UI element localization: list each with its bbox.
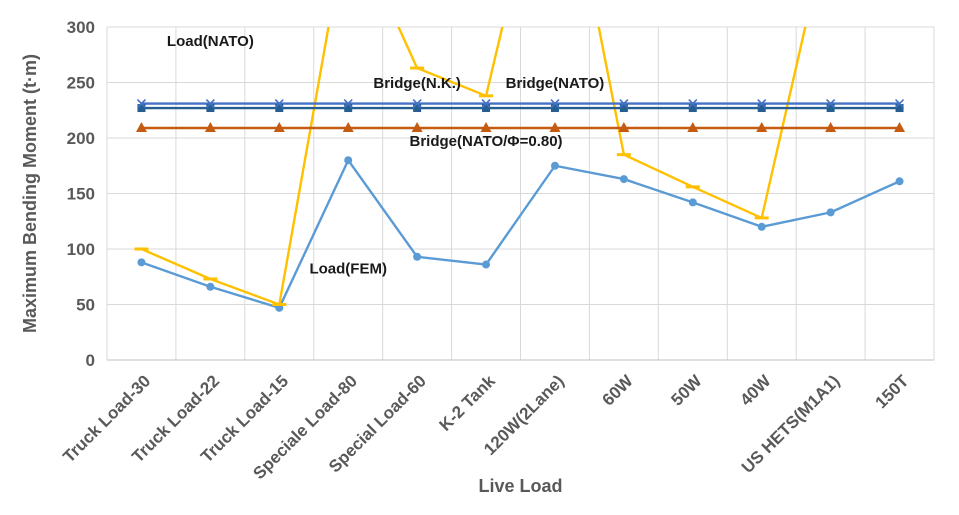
data-point xyxy=(618,122,630,133)
x-axis-title: Live Load xyxy=(478,476,562,496)
data-point xyxy=(411,122,423,133)
series-annotation: Bridge(NATO/Φ=0.80) xyxy=(410,133,563,150)
x-tick-label: 60W xyxy=(599,371,638,410)
data-point xyxy=(895,104,904,113)
data-point xyxy=(482,104,491,113)
x-tick-label: 40W xyxy=(736,371,775,410)
data-point xyxy=(825,122,837,133)
data-point xyxy=(204,122,216,133)
data-point xyxy=(549,122,561,133)
y-tick-label: 150 xyxy=(67,185,95,204)
data-point xyxy=(412,99,422,109)
data-point xyxy=(135,122,147,133)
x-tick-label: K-2 Tank xyxy=(436,371,500,435)
y-tick-label: 300 xyxy=(67,18,95,37)
series-line-load-fem xyxy=(141,158,901,310)
data-point xyxy=(137,258,146,267)
series-markers xyxy=(134,66,906,312)
data-point xyxy=(343,99,353,109)
data-point xyxy=(206,104,215,113)
data-point xyxy=(894,99,905,109)
data-point xyxy=(550,161,559,170)
series-annotation: Bridge(NATO) xyxy=(506,75,605,92)
data-point xyxy=(273,122,285,133)
data-point xyxy=(687,122,699,133)
series-lines xyxy=(134,27,906,312)
data-point xyxy=(136,99,147,109)
data-point xyxy=(756,122,768,133)
series-annotation: Bridge(N.K.) xyxy=(373,75,461,92)
data-point xyxy=(413,104,422,113)
data-point xyxy=(688,198,697,207)
data-point xyxy=(619,104,628,113)
y-tick-label: 200 xyxy=(67,129,95,148)
data-point xyxy=(550,99,560,109)
axes xyxy=(106,27,934,361)
data-point xyxy=(413,252,422,261)
y-tick-label: 0 xyxy=(86,351,95,370)
data-point xyxy=(205,99,215,109)
data-point xyxy=(894,122,906,133)
data-point xyxy=(274,99,284,109)
y-axis-title: Maximum Bending Moment (t·m) xyxy=(20,54,40,333)
x-tick-label: 50W xyxy=(667,371,706,410)
series-annotation: Load(NATO) xyxy=(167,33,254,50)
data-point xyxy=(619,99,629,109)
y-tick-label: 100 xyxy=(67,240,95,259)
data-point xyxy=(344,104,353,113)
data-point xyxy=(550,104,559,113)
data-point xyxy=(757,99,767,109)
data-point xyxy=(688,104,697,113)
data-point xyxy=(342,122,354,133)
data-point xyxy=(137,104,146,113)
y-tick-label: 250 xyxy=(67,74,95,93)
data-point xyxy=(619,175,628,184)
data-point xyxy=(344,156,353,165)
data-point xyxy=(482,260,491,269)
data-point xyxy=(826,104,835,113)
data-point xyxy=(757,104,766,113)
data-point xyxy=(206,282,215,291)
data-point xyxy=(757,222,766,231)
series-annotation: Load(FEM) xyxy=(309,260,386,277)
data-point xyxy=(688,99,698,109)
data-point xyxy=(480,122,492,133)
y-tick-label: 50 xyxy=(76,296,95,315)
x-tick-label: 150T xyxy=(872,371,913,412)
data-point xyxy=(826,99,836,109)
data-point xyxy=(826,208,835,217)
data-point xyxy=(895,177,904,186)
data-point xyxy=(275,104,284,113)
data-point xyxy=(481,99,491,109)
annotations: Load(NATO) Bridge(N.K.) Bridge(NATO) Bridge… xyxy=(167,33,604,278)
